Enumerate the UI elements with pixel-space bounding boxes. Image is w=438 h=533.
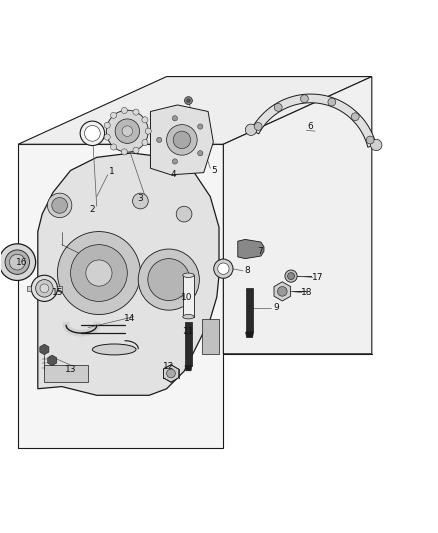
Circle shape <box>366 136 374 144</box>
Circle shape <box>198 124 203 129</box>
Polygon shape <box>38 153 219 395</box>
Circle shape <box>35 280 53 297</box>
Circle shape <box>214 259 233 278</box>
Circle shape <box>110 144 117 150</box>
Text: 17: 17 <box>311 273 323 282</box>
Circle shape <box>47 193 72 217</box>
Circle shape <box>40 284 49 293</box>
Text: 2: 2 <box>89 205 95 214</box>
Circle shape <box>5 250 29 274</box>
Circle shape <box>145 128 151 134</box>
Circle shape <box>254 123 262 131</box>
Circle shape <box>176 206 192 222</box>
Circle shape <box>115 119 140 143</box>
Ellipse shape <box>183 273 194 277</box>
Circle shape <box>184 96 192 104</box>
Polygon shape <box>251 94 376 147</box>
Polygon shape <box>57 286 62 290</box>
Circle shape <box>86 260 112 286</box>
Text: 11: 11 <box>183 327 194 336</box>
Text: 4: 4 <box>170 171 176 179</box>
Text: 16: 16 <box>16 257 28 266</box>
Polygon shape <box>44 365 88 382</box>
Text: 8: 8 <box>244 266 250 276</box>
Circle shape <box>285 270 297 282</box>
Circle shape <box>278 287 287 296</box>
Circle shape <box>133 193 148 209</box>
Text: 10: 10 <box>180 293 192 302</box>
Polygon shape <box>223 77 372 354</box>
Text: 15: 15 <box>52 288 63 297</box>
Circle shape <box>148 259 190 301</box>
Text: 9: 9 <box>273 303 279 312</box>
Circle shape <box>122 126 133 136</box>
Text: 7: 7 <box>258 247 263 256</box>
Polygon shape <box>150 105 213 175</box>
Polygon shape <box>48 355 57 366</box>
Ellipse shape <box>183 314 194 319</box>
Circle shape <box>133 147 139 154</box>
Circle shape <box>104 122 110 128</box>
Circle shape <box>80 121 105 146</box>
Polygon shape <box>274 282 291 301</box>
Circle shape <box>31 275 57 302</box>
Text: 13: 13 <box>65 365 76 374</box>
Bar <box>246 288 254 332</box>
Circle shape <box>274 103 282 111</box>
Circle shape <box>198 151 203 156</box>
Text: 12: 12 <box>163 362 174 372</box>
Circle shape <box>156 138 162 142</box>
Circle shape <box>57 231 141 314</box>
Circle shape <box>138 249 199 310</box>
Circle shape <box>104 134 110 140</box>
Circle shape <box>173 131 191 149</box>
Text: 6: 6 <box>308 122 314 131</box>
Bar <box>183 275 194 317</box>
Polygon shape <box>185 366 192 371</box>
Circle shape <box>121 149 127 155</box>
Circle shape <box>0 244 35 280</box>
Circle shape <box>166 369 175 378</box>
Text: 18: 18 <box>300 288 312 297</box>
Circle shape <box>328 98 336 106</box>
Circle shape <box>218 263 229 274</box>
Text: 3: 3 <box>138 195 143 203</box>
Circle shape <box>172 159 177 164</box>
Polygon shape <box>246 332 254 338</box>
Circle shape <box>288 272 294 280</box>
Polygon shape <box>40 344 49 354</box>
Circle shape <box>71 245 127 302</box>
Text: 5: 5 <box>212 166 218 175</box>
Polygon shape <box>238 239 264 259</box>
Polygon shape <box>201 319 219 354</box>
Polygon shape <box>18 77 372 144</box>
Polygon shape <box>163 365 179 382</box>
Text: 1: 1 <box>109 167 115 176</box>
Circle shape <box>110 112 117 118</box>
Circle shape <box>371 139 382 151</box>
Circle shape <box>133 109 139 115</box>
Text: 14: 14 <box>124 314 135 324</box>
Ellipse shape <box>92 344 136 355</box>
Circle shape <box>85 125 100 141</box>
Circle shape <box>245 124 257 135</box>
Circle shape <box>142 117 148 123</box>
Circle shape <box>10 254 25 270</box>
Circle shape <box>187 99 190 102</box>
Circle shape <box>142 140 148 146</box>
Polygon shape <box>18 144 223 448</box>
Circle shape <box>106 110 148 152</box>
Circle shape <box>121 107 127 114</box>
Circle shape <box>166 125 197 155</box>
Circle shape <box>300 95 308 103</box>
Bar <box>185 322 192 366</box>
Circle shape <box>172 116 177 121</box>
Circle shape <box>351 113 359 120</box>
Circle shape <box>52 198 67 213</box>
Polygon shape <box>27 286 31 290</box>
